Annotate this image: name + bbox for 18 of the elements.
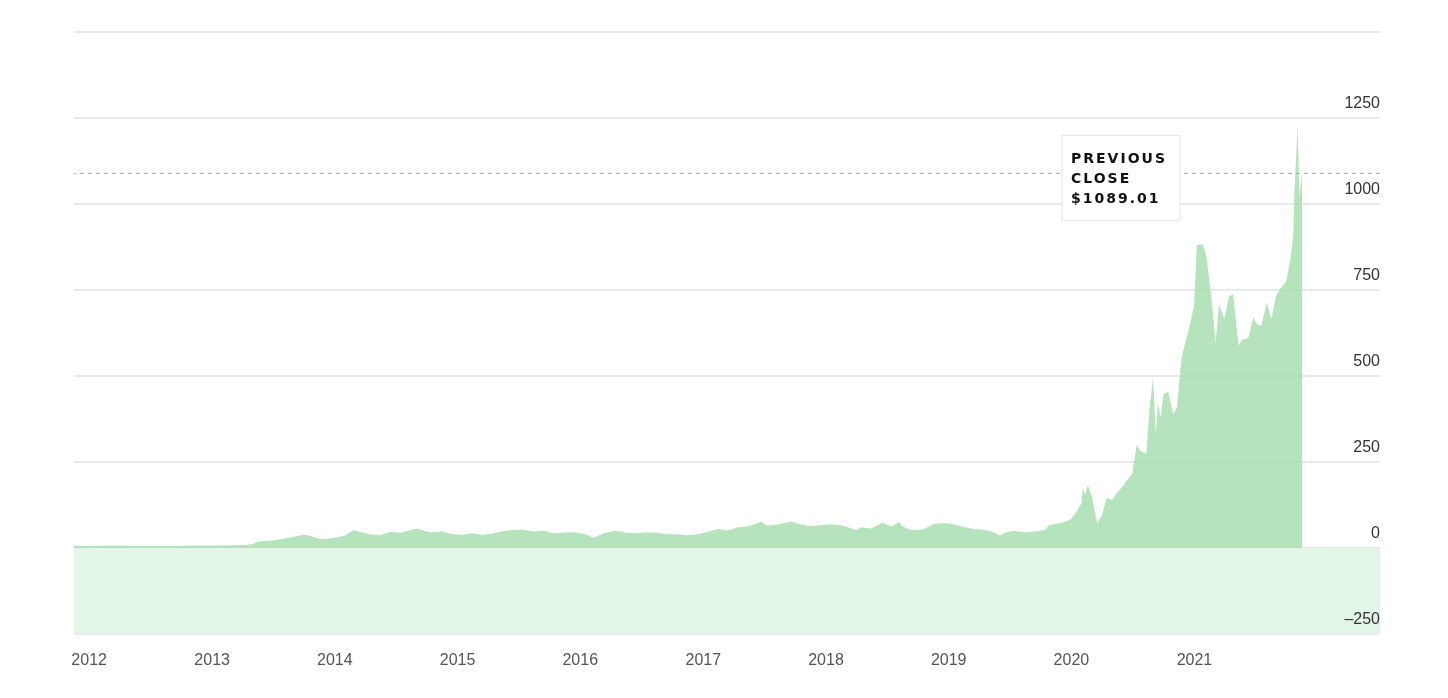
x-tick-label: 2017 (685, 651, 722, 669)
x-tick-label: 2016 (562, 651, 599, 669)
y-tick-label: 750 (1353, 266, 1381, 283)
y-tick-label: 1000 (1344, 180, 1381, 197)
y-tick-label: 0 (1371, 524, 1381, 541)
x-tick-label: 2018 (808, 651, 844, 669)
ref-line-label: PREVIOUS CLOSE $1089.01 (1071, 150, 1168, 207)
x-tick-label: 2020 (1053, 651, 1090, 669)
x-tick-label: 2013 (194, 651, 231, 669)
x-tick-label: 2021 (1176, 651, 1213, 669)
y-tick-label: 1250 (1344, 94, 1381, 111)
x-tick-label: 2014 (317, 651, 353, 669)
x-tick-label: 2019 (930, 651, 967, 669)
x-tick-label: 2015 (439, 651, 476, 669)
y-tick-label: 500 (1353, 352, 1381, 369)
y-tick-label: 250 (1353, 438, 1381, 455)
x-tick-label: 2012 (71, 651, 108, 669)
y-tick-label: –250 (1344, 610, 1381, 627)
